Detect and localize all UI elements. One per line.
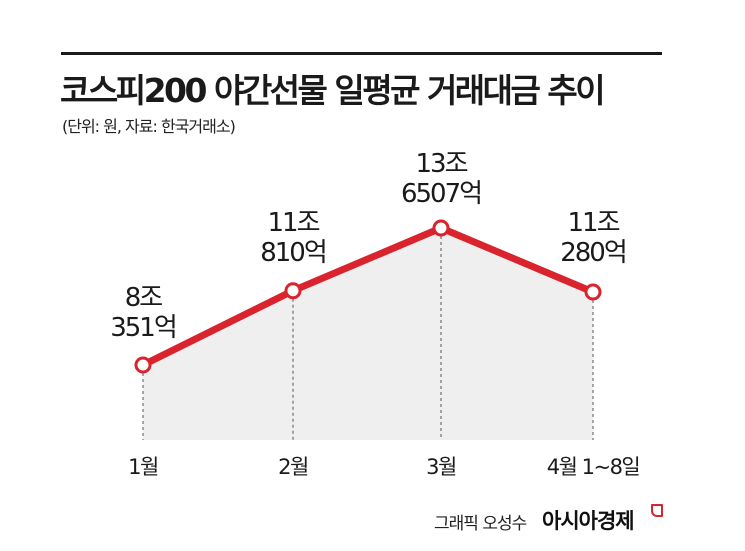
brand-mark-icon [651,504,663,517]
data-label-4: 11조 280억 [560,208,628,268]
dashed-guides [142,236,594,440]
data-label-3-line2: 6507억 [400,179,483,209]
data-label-1-line2: 351억 [110,313,178,343]
x-label-3: 3월 [426,455,457,479]
x-label-2: 2월 [278,455,309,479]
title-rule [61,52,662,55]
data-label-2-line2: 810억 [260,238,328,268]
graphic-credit: 그래픽 오성수 [434,514,527,534]
x-label-1: 1월 [128,455,159,479]
data-label-3: 13조 6507억 [400,149,483,209]
data-label-2-line1: 11조 [267,208,320,238]
data-label-1-line1: 8조 [124,283,163,313]
x-label-4: 4월 1~8일 [546,455,641,479]
data-label-4-line1: 11조 [567,208,620,238]
data-label-1: 8조 351억 [110,283,178,343]
brand-logo-text: 아시아경제 [542,509,635,533]
chart-title: 코스피200 야간선물 일평균 거래대금 추이 [60,71,606,110]
data-label-4-line2: 280억 [560,238,628,268]
data-label-2: 11조 810억 [260,208,328,268]
area-fill [143,228,593,440]
data-line [141,224,595,369]
data-point-marker [432,219,450,237]
data-point-marker [584,283,602,301]
data-label-3-line1: 13조 [415,149,468,179]
chart-subtitle: (단위: 원, 자료: 한국거래소) [62,117,236,136]
data-point-marker [284,282,302,300]
data-point-marker [134,356,152,374]
data-markers [134,219,602,374]
